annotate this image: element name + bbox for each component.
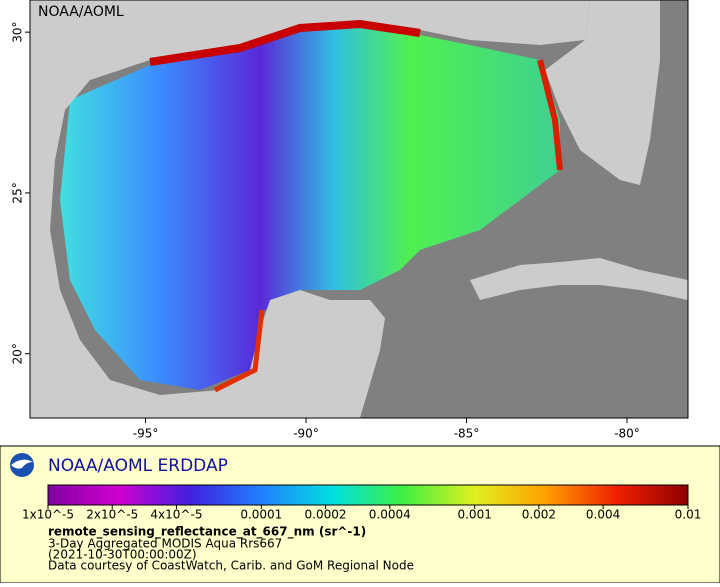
colorbar-tick-label: 0.004	[586, 508, 620, 522]
map-frame	[29, 0, 689, 419]
y-tick-label: 20°	[11, 343, 25, 364]
colorbar-tick-label: 0.01	[675, 508, 702, 522]
colorbar-tick-label: 0.0002	[305, 508, 347, 522]
coastal-high-values	[149, 19, 421, 66]
info-line: 3-Day Aggregated MODIS Aqua Rrs667	[48, 537, 282, 551]
info-line: (2021-10-30T00:00:00Z)	[48, 548, 197, 562]
map-label: NOAA/AOML	[38, 4, 124, 20]
legend-title: NOAA/AOML ERDDAP	[48, 456, 228, 476]
coastal-high-values	[213, 309, 265, 393]
x-tick-label: -80°	[614, 427, 640, 441]
map: NOAA/AOML	[29, 0, 689, 419]
land	[30, 0, 590, 418]
info-line: Data courtesy of CoastWatch, Carib. and …	[48, 559, 414, 573]
cuba	[470, 258, 688, 300]
y-tick-label: 25°	[11, 182, 25, 203]
x-tick-label: -90°	[293, 427, 319, 441]
colorbar	[47, 484, 689, 506]
legend-panel	[0, 445, 720, 584]
colorbar-tick-label: 1x10^-5	[22, 508, 74, 522]
coastal-high-values	[537, 59, 563, 171]
colorbar-tick-label: 0.0001	[240, 508, 282, 522]
x-tick-label: -85°	[454, 427, 480, 441]
colorbar-tick-label: 0.001	[457, 508, 491, 522]
variable-name: remote_sensing_reflectance_at_667_nm (sr…	[48, 525, 366, 540]
florida	[545, 0, 660, 185]
colorbar-tick-label: 2x10^-5	[86, 508, 138, 522]
logo	[10, 453, 34, 477]
x-tick-label: -95°	[133, 427, 159, 441]
gulf-data	[60, 25, 560, 390]
colorbar-tick-label: 0.002	[522, 508, 556, 522]
colorbar-tick-label: 4x10^-5	[150, 508, 202, 522]
y-tick-label: 30°	[11, 22, 25, 43]
colorbar-tick-label: 0.0004	[369, 508, 411, 522]
